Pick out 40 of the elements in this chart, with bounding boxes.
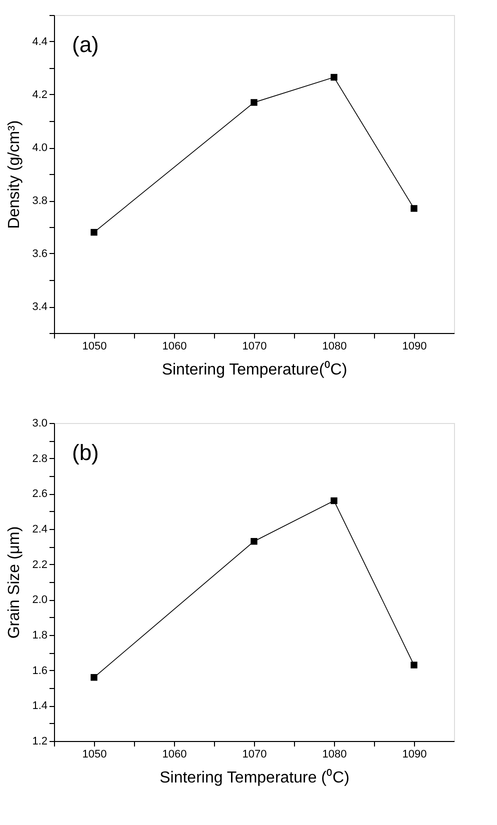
point xyxy=(250,99,258,106)
y-tick-label: 2.2 xyxy=(32,558,48,571)
x-tick-label: 1080 xyxy=(322,340,347,352)
y-tick-label: 2.6 xyxy=(32,488,48,500)
y-tick-label: 1.6 xyxy=(32,664,48,677)
x-tick-label: 1070 xyxy=(242,748,267,760)
x-tick-label: 1050 xyxy=(82,340,107,352)
y-tick-label: 1.8 xyxy=(32,630,48,642)
y-tick-label: 3.4 xyxy=(32,301,48,313)
annotation: (a) xyxy=(72,32,99,57)
point xyxy=(410,205,418,212)
y-tick-label: 4.0 xyxy=(32,142,48,154)
x-tick-label: 1090 xyxy=(402,340,427,352)
point xyxy=(90,228,98,236)
y-tick-label: 1.2 xyxy=(32,736,48,748)
point xyxy=(90,674,98,681)
x-axis-title: Sintering Temperature(⁰C) xyxy=(162,360,348,378)
x-tick-label: 1080 xyxy=(322,748,347,760)
y-tick-label: 2.0 xyxy=(32,594,48,606)
x-tick-label: 1090 xyxy=(402,748,427,760)
y-tick-label: 1.4 xyxy=(32,700,48,712)
x-tick-label: 1070 xyxy=(242,340,267,352)
y-axis-title: Density (g/cm³) xyxy=(6,120,24,229)
point xyxy=(410,662,418,668)
y-tick-label: 2.4 xyxy=(32,524,48,536)
y-tick-label: 3.0 xyxy=(32,418,48,430)
point xyxy=(250,538,258,545)
x-tick-label: 1060 xyxy=(162,340,187,352)
y-tick-label: 2.8 xyxy=(32,452,48,465)
annotation: (b) xyxy=(72,440,99,465)
y-tick-label: 4.4 xyxy=(32,36,48,48)
x-tick-label: 1050 xyxy=(82,748,107,760)
y-tick-label: 4.2 xyxy=(32,89,48,101)
y-tick-label: 3.8 xyxy=(32,195,48,207)
x-tick-label: 1060 xyxy=(162,748,187,760)
x-axis-title: Sintering Temperature (⁰C) xyxy=(160,768,350,786)
y-axis-title: Grain Size (μm) xyxy=(6,526,24,639)
point xyxy=(330,74,338,81)
point xyxy=(330,497,338,504)
y-tick-label: 3.6 xyxy=(32,248,48,260)
